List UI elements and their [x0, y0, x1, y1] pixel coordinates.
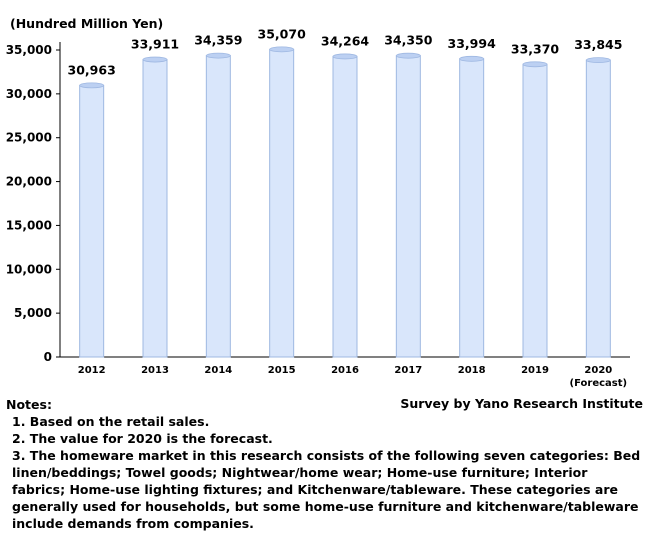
bar-series: 30,963 33,911 34,359 35,070 34,264 34,350 33,9… — [68, 26, 622, 358]
y-tick-label: 30,000 — [6, 87, 52, 101]
x-tick-label: 2015 — [268, 365, 296, 376]
x-tick-label: 2020 — [584, 365, 612, 376]
x-tick-label: 2016 — [331, 365, 359, 376]
y-tick-label: 10,000 — [6, 262, 52, 276]
source-credit: Survey by Yano Research Institute — [400, 396, 643, 411]
bar-top-cap — [585, 57, 611, 64]
bar-top-cap — [522, 61, 548, 68]
note-line-3: 3. The homeware market in this research … — [12, 448, 641, 531]
bar — [332, 55, 358, 358]
bar — [79, 84, 105, 358]
x-axis-labels: 2012 2013 2014 2015 2016 2017 2018 2019 2020 (For… — [78, 365, 627, 389]
data-label: 33,911 — [131, 37, 179, 52]
bar — [205, 55, 231, 358]
bar — [269, 48, 295, 358]
data-label: 34,359 — [194, 33, 242, 48]
bar-top-cap — [269, 46, 295, 53]
bar — [142, 59, 168, 358]
y-axis-ticks: 0 5,000 10,000 15,000 20,000 25,000 30,000 35,0… — [6, 43, 60, 364]
bar — [395, 55, 421, 358]
bar — [522, 63, 548, 358]
bar — [585, 59, 611, 358]
data-label: 33,994 — [448, 36, 497, 51]
y-tick-label: 0 — [44, 350, 52, 364]
x-tick-label: 2017 — [394, 365, 422, 376]
data-label: 33,370 — [511, 41, 560, 56]
y-tick-label: 5,000 — [14, 306, 52, 320]
data-label: 33,845 — [574, 37, 622, 52]
y-tick-label: 15,000 — [6, 218, 52, 232]
y-axis-unit-label: (Hundred Million Yen) — [10, 16, 163, 31]
data-label: 34,264 — [321, 33, 370, 48]
y-tick-label: 20,000 — [6, 175, 52, 189]
data-label: 35,070 — [258, 26, 307, 41]
bar-top-cap — [332, 53, 358, 60]
bar-top-cap — [79, 82, 105, 89]
bar-top-cap — [142, 56, 168, 63]
y-tick-label: 35,000 — [6, 43, 52, 57]
notes-heading: Notes: — [6, 397, 52, 412]
data-label: 30,963 — [68, 62, 116, 77]
data-label: 34,350 — [384, 33, 433, 48]
note-line-2: 2. The value for 2020 is the forecast. — [12, 431, 273, 446]
notes-block: Notes: 1. Based on the retail sales. 2. … — [6, 396, 642, 532]
y-tick-label: 25,000 — [6, 131, 52, 145]
bar-top-cap — [395, 52, 421, 59]
bar-top-cap — [205, 52, 231, 59]
bar-chart: (Hundred Million Yen) 0 5,000 10,000 15,000… — [6, 16, 630, 389]
x-tick-label: 2014 — [204, 365, 232, 376]
x-tick-sublabel: (Forecast) — [570, 378, 628, 389]
bar — [459, 58, 485, 358]
bar-top-cap — [459, 55, 485, 62]
x-tick-label: 2013 — [141, 365, 169, 376]
x-tick-label: 2018 — [458, 365, 486, 376]
x-tick-label: 2012 — [78, 365, 106, 376]
x-tick-label: 2019 — [521, 365, 549, 376]
note-line-1: 1. Based on the retail sales. — [12, 414, 210, 429]
